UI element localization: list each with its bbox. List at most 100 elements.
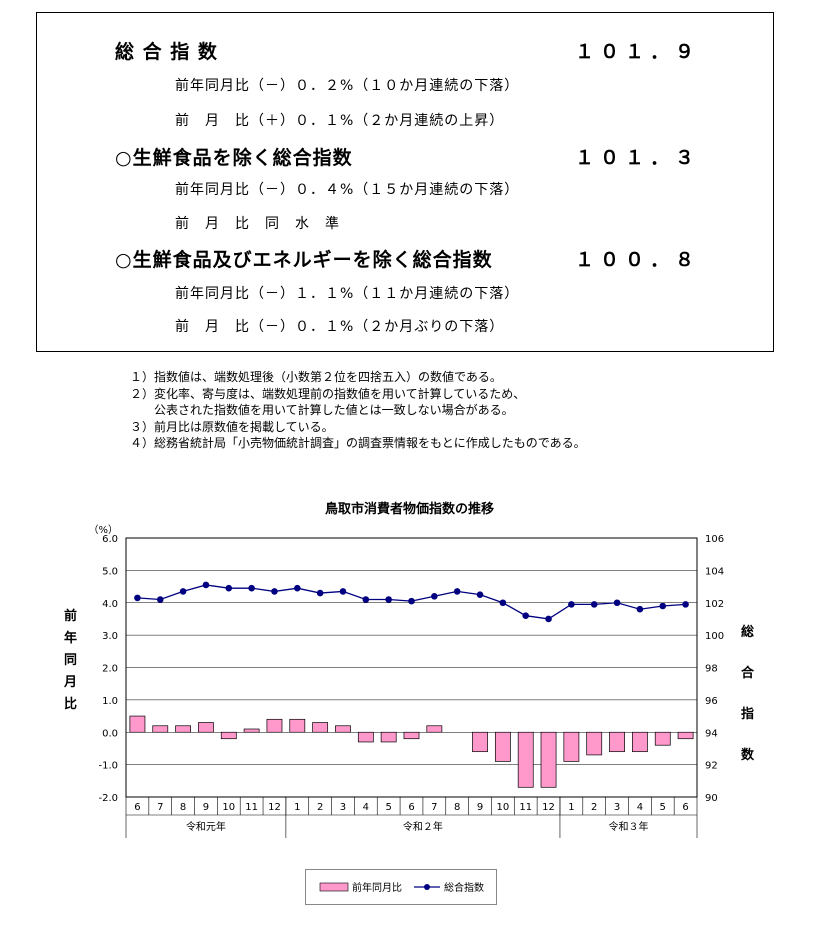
note-3: ３）前月比は原数値を掲載している。 [130,419,334,434]
legend-bar-label: 前年同月比 [352,881,402,894]
bar [586,731,603,756]
bar [312,722,329,733]
bar [152,725,169,733]
x-tick-label: 1 [294,802,300,813]
index-point [179,588,187,595]
y-right-tick-label: 100 [705,631,724,642]
note-2-cont: 公表された指数値を用いて計算した値とは一致しない場合がある。 [130,403,514,417]
x-tick-label: 4 [363,802,369,813]
index-point [453,588,461,595]
index-point [431,592,438,600]
bar [472,731,488,753]
bar [175,725,191,733]
index-point [682,601,689,608]
index-point [568,601,575,608]
x-tick-label: 1 [568,802,574,813]
section-line-2b: 前 月 比 同 水 準 [175,216,340,232]
bar [380,731,397,743]
y-left-tick-label: -2.0 [98,793,118,804]
section-line-1b: 前 月 比（＋）０．１%（２か月連続の上昇） [175,113,505,129]
x-tick-label: 6 [134,802,140,813]
y-left-tick-label: 3.0 [102,631,118,642]
year-group-label: 令和３年 [608,820,648,833]
note-4: ４）総務省統計局「小売物価統計調査」の調査票情報をもとに作成したものである。 [130,436,586,450]
section-value-1: １０１．９ [575,41,701,63]
bar [654,731,671,746]
x-tick-label: 3 [340,802,346,813]
y-right-tick-label: 90 [705,793,718,804]
bar [198,722,214,733]
y-right-tick-label: 98 [705,664,718,675]
index-point [385,596,392,603]
x-tick-label: 3 [614,802,620,813]
bar [357,731,374,743]
bar [494,731,511,762]
index-point [545,615,552,623]
x-tick-label: 8 [180,802,186,813]
x-tick-label: 9 [203,802,209,813]
y-left-tick-label: 6.0 [102,534,118,545]
index-point [294,584,301,592]
index-point [202,581,210,589]
bar [609,731,625,753]
y-left-tick-label: 2.0 [102,664,118,675]
y-left-tick-label: -1.0 [98,761,118,772]
x-tick-label: 5 [660,802,666,813]
index-point [522,612,529,619]
index-point [134,594,141,602]
notes: １）指数値は、端数処理後（小数第２位を四捨五入）の数値である。 ２）変化率、寄与… [130,369,586,452]
bar [220,731,237,740]
section-line-1a: 前年同月比（－）０．２%（１０か月連続の下落） [175,78,520,94]
bar [540,731,557,788]
y-right-tick-label: 94 [705,728,718,739]
bar [563,731,580,762]
chart-title: 鳥取市消費者物価指数の推移 [324,502,494,517]
x-tick-label: 11 [245,802,258,813]
index-point [408,597,415,605]
index-point [659,602,667,610]
bar [129,715,146,733]
left-axis-label: 前年同月比 [64,609,78,712]
section-title-3: ○生鮮食品及びエネルギーを除く総合指数 [115,249,493,271]
legend-bar-swatch [319,882,349,892]
index-point [339,588,347,595]
index-point [362,596,370,603]
index-point [156,596,164,603]
y-right-tick-label: 102 [705,599,724,610]
y-left-tick-label: 0.0 [102,728,118,739]
bar [266,718,283,733]
bar [426,725,443,733]
section-value-2: １０１．３ [575,147,701,169]
bar [632,731,648,753]
year-group-label: 令和元年 [186,820,226,833]
x-tick-label: 7 [431,802,437,813]
bar [403,731,420,740]
y-left-tick-label: 5.0 [102,566,118,577]
y-left-tick-label: 1.0 [102,696,118,707]
x-tick-label: 10 [496,802,509,813]
x-tick-label: 6 [682,802,688,813]
section-line-2a: 前年同月比（－）０．４%（１５か月連続の下落） [175,182,520,198]
year-group-label: 令和２年 [403,820,443,833]
bar [517,731,534,788]
section-title-2: ○生鮮食品を除く総合指数 [115,147,353,169]
index-point [499,599,507,607]
x-tick-label: 9 [477,802,483,813]
x-tick-label: 10 [222,802,235,813]
note-2: ２）変化率、寄与度は、端数処理前の指数値を用いて計算しているため、 [130,386,526,401]
summary-box: 総 合 指 数 １０１．９ 前年同月比（－）０．２%（１０か月連続の下落） 前 … [36,12,774,352]
section-value-3: １００．８ [575,249,701,271]
x-tick-label: 8 [454,802,460,813]
index-point [590,601,598,608]
x-tick-label: 12 [542,802,555,813]
bar [677,731,694,740]
section-line-3b: 前 月 比（－）０．１%（２か月ぶりの下落） [175,319,505,335]
x-tick-label: 7 [157,802,163,813]
note-1: １）指数値は、端数処理後（小数第２位を四捨五入）の数値である。 [130,370,502,384]
y-left-unit: （%） [88,524,118,536]
index-point [225,584,233,592]
right-axis-label: 総合指数 [741,625,755,763]
section-title-1: 総 合 指 数 [115,41,218,63]
bar [289,718,306,733]
